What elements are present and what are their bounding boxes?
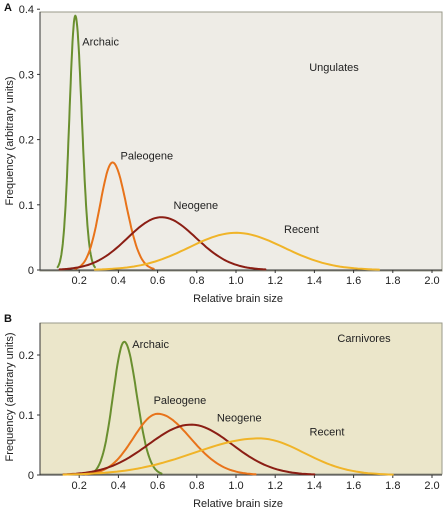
- neogene-label: Neogene: [217, 413, 262, 425]
- y-axis-title: Frequency (arbitrary units): [4, 77, 16, 206]
- archaic-curve: [90, 340, 163, 475]
- x-tick-label: 2.0: [424, 480, 439, 492]
- x-tick-label: 1.2: [268, 480, 283, 492]
- x-tick-label: 1.2: [268, 275, 283, 287]
- panel-letter: B: [4, 313, 12, 325]
- y-tick-label: 0.1: [19, 200, 34, 212]
- archaic-label: Archaic: [82, 37, 119, 49]
- archaic-curve: [56, 14, 96, 269]
- x-tick-label: 1.4: [307, 480, 322, 492]
- recent-label: Recent: [310, 426, 345, 438]
- paleogene-curve: [84, 412, 257, 476]
- y-tick-label: 0.4: [19, 4, 34, 16]
- x-tick-label: 2.0: [424, 275, 439, 287]
- x-tick-label: 0.8: [189, 275, 204, 287]
- y-tick-label: 0.2: [19, 350, 34, 362]
- x-tick-label: 1.8: [385, 275, 400, 287]
- x-tick-label: 0.2: [72, 480, 87, 492]
- neogene-curve: [62, 423, 316, 476]
- y-tick-label: 0: [28, 265, 34, 277]
- recent-label: Recent: [284, 224, 319, 236]
- recent-curve: [93, 231, 381, 271]
- paleogene-curve: [74, 161, 155, 270]
- x-tick-label: 1.0: [228, 480, 243, 492]
- archaic-label: Archaic: [132, 339, 169, 351]
- x-tick-label: 0.6: [150, 480, 165, 492]
- paleogene-label: Paleogene: [121, 150, 174, 162]
- x-tick-label: 1.8: [385, 480, 400, 492]
- paleogene-label: Paleogene: [154, 395, 207, 407]
- x-tick-label: 0.4: [111, 480, 126, 492]
- x-tick-label: 0.4: [111, 275, 126, 287]
- neogene-curve: [58, 216, 267, 271]
- x-tick-label: 0.6: [150, 275, 165, 287]
- x-tick-label: 1.4: [307, 275, 322, 287]
- panel-letter: A: [4, 2, 12, 14]
- recent-curve: [62, 437, 394, 476]
- y-tick-label: 0: [28, 470, 34, 482]
- plot-area: [39, 322, 443, 475]
- plot-area: [39, 11, 443, 272]
- x-tick-label: 0.8: [189, 480, 204, 492]
- x-axis-title: Relative brain size: [193, 498, 283, 510]
- x-axis-title: Relative brain size: [193, 293, 283, 305]
- neogene-label: Neogene: [174, 200, 219, 212]
- y-tick-label: 0.1: [19, 410, 34, 422]
- x-tick-label: 0.2: [72, 275, 87, 287]
- y-tick-label: 0.3: [19, 69, 34, 81]
- x-tick-label: 1.0: [228, 275, 243, 287]
- panel-title: Carnivores: [337, 333, 391, 345]
- x-tick-label: 1.6: [346, 480, 361, 492]
- panel-title: Ungulates: [309, 62, 359, 74]
- y-tick-label: 0.2: [19, 135, 34, 147]
- y-axis-title: Frequency (arbitrary units): [4, 333, 16, 462]
- x-tick-label: 1.6: [346, 275, 361, 287]
